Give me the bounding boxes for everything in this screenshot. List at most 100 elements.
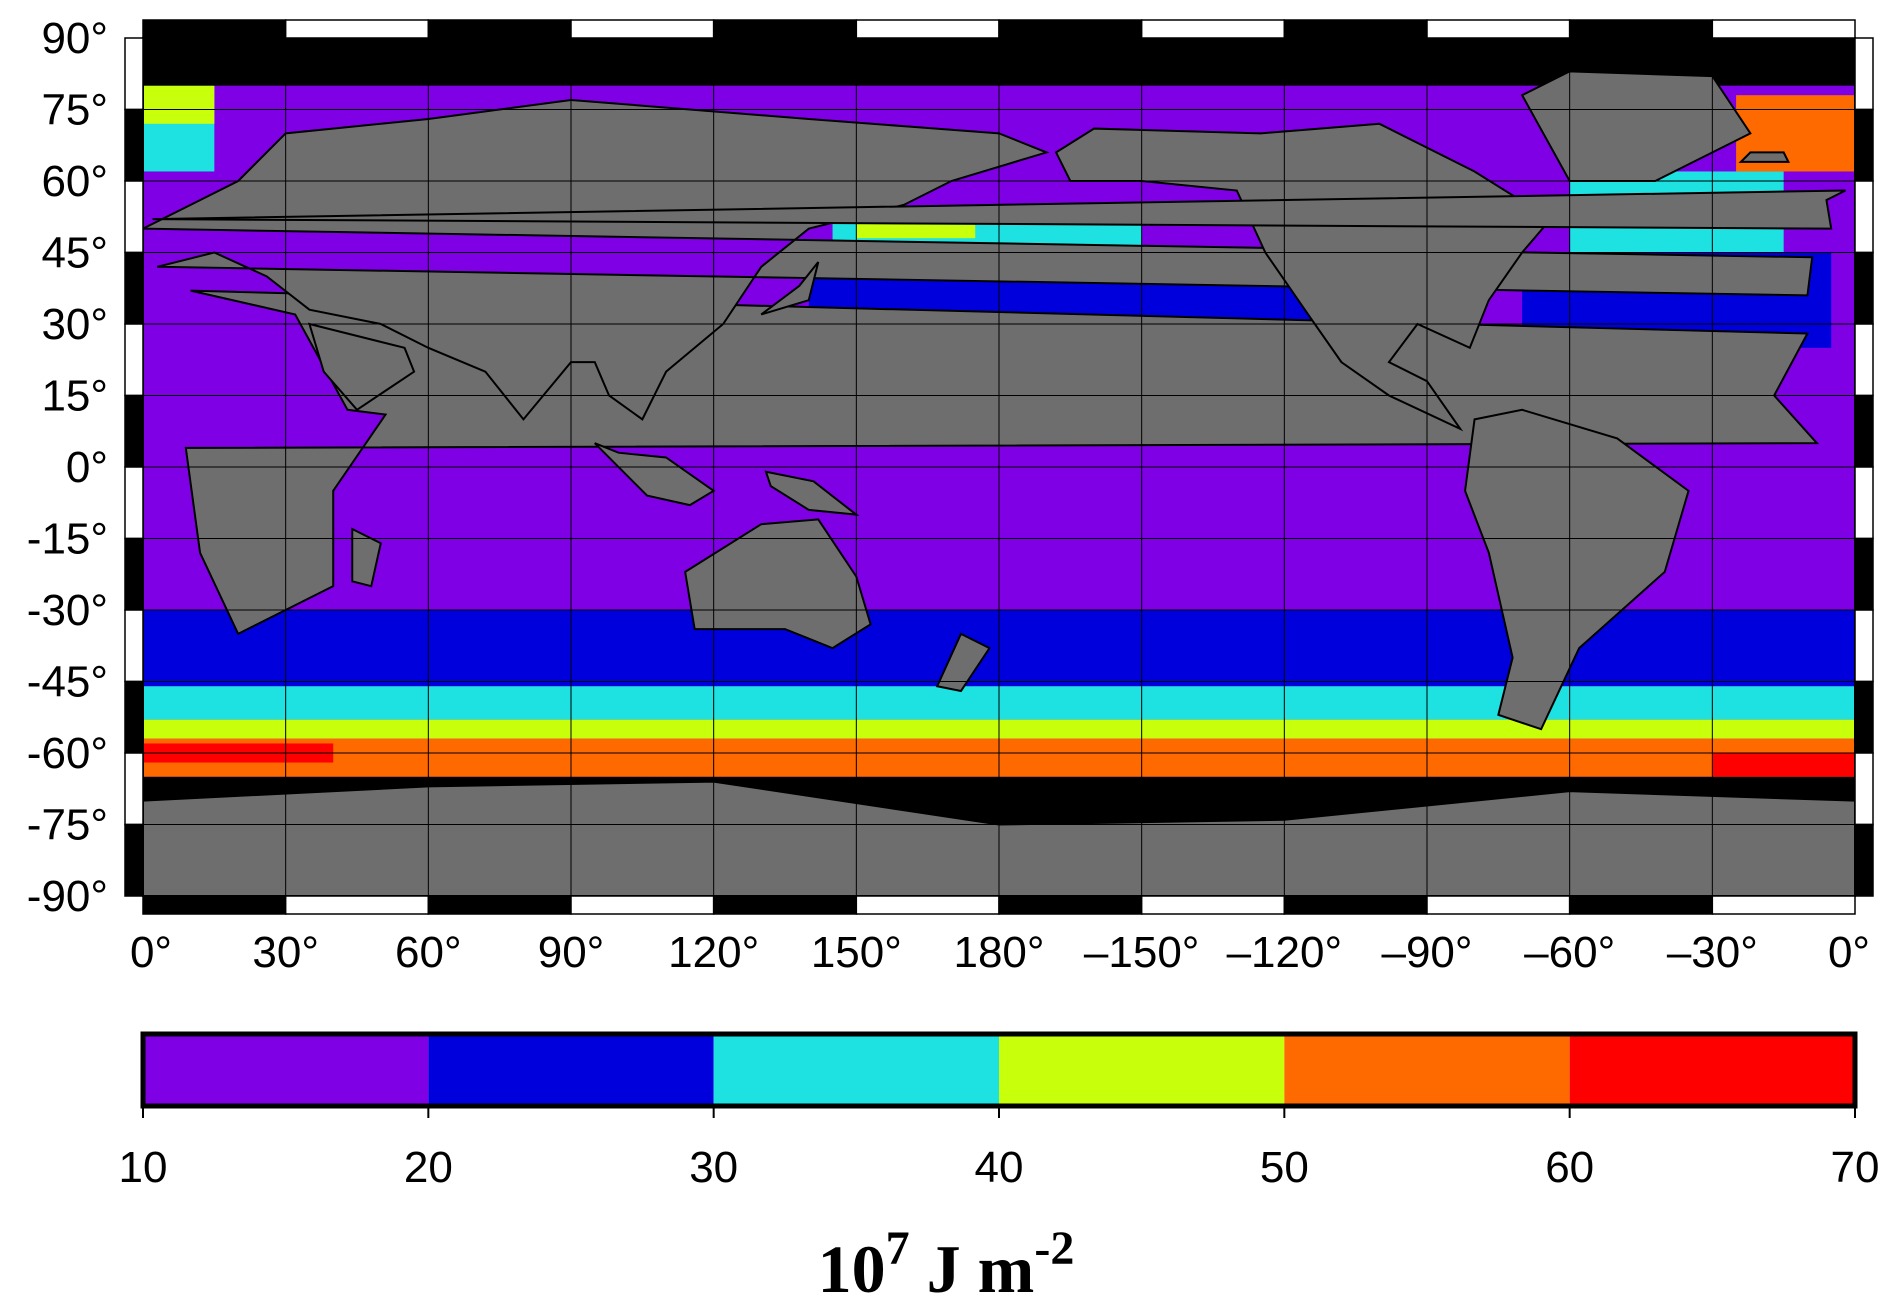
colorbar-tick-label: 60 <box>1545 1143 1594 1192</box>
frame-segment-bottom <box>284 895 430 915</box>
frame-segment-top <box>712 19 858 39</box>
longitude-tick-label: 0° <box>130 928 172 977</box>
latitude-tick-label: 60° <box>41 157 108 206</box>
latitude-tick-label: -60° <box>27 729 108 778</box>
frame-segment-left <box>124 609 144 683</box>
latitude-tick-label: 75° <box>41 86 108 135</box>
frame-segment-top <box>1711 19 1856 39</box>
map-frame <box>124 19 1874 915</box>
frame-segment-top <box>427 19 572 39</box>
frame-segment-bottom <box>1140 895 1286 915</box>
frame-segment-bottom <box>1568 895 1714 915</box>
latitude-tick-label: 45° <box>41 229 108 278</box>
frame-segment-top <box>998 19 1143 39</box>
longitude-tick-label: –60° <box>1524 928 1615 977</box>
longitude-tick-label: –30° <box>1667 928 1758 977</box>
latitude-tick-label: -45° <box>27 658 108 707</box>
frame-segment-bottom <box>1426 895 1571 915</box>
eurasia-land <box>143 98 1814 421</box>
frame-segment-bottom <box>1711 895 1856 915</box>
frame-segment-left <box>124 180 144 254</box>
frame-segment-bottom <box>998 895 1143 915</box>
colorbar-bin <box>428 1034 714 1106</box>
latitude-tick-label: 30° <box>41 300 108 349</box>
frame-segment-top <box>1140 19 1286 39</box>
frame-segment-bottom <box>855 895 1000 915</box>
frame-segment-right <box>1854 680 1874 754</box>
frame-segment-left <box>124 823 144 897</box>
latitude-labels: 90° 75° 60° 45° 30° 15° 0° -15° -30° -45° -60° -75°… <box>27 14 108 921</box>
colorbar-bins <box>143 1034 1855 1106</box>
colorbar-bin <box>1569 1034 1855 1106</box>
frame-segment-right <box>1854 394 1874 468</box>
frame-segment-top <box>1568 19 1714 39</box>
arabia-land <box>307 322 416 412</box>
frame-segment-left <box>124 394 144 468</box>
iceland-land <box>1738 151 1791 163</box>
colorbar-bin <box>1284 1034 1570 1106</box>
latitude-tick-label: -15° <box>27 515 108 564</box>
new-zealand-land <box>935 632 991 693</box>
colorbar-ticks: 10 20 30 40 50 60 70 <box>119 1106 1880 1192</box>
longitude-tick-label: 180° <box>953 928 1044 977</box>
frame-segment-right <box>1854 823 1874 897</box>
band-southern-ocean-red-east <box>1712 753 1855 777</box>
japan-land <box>760 261 820 316</box>
frame-segment-right <box>1854 108 1874 182</box>
longitude-tick-label: –120° <box>1227 928 1342 977</box>
colorbar: 10 20 30 40 50 60 70 <box>119 1031 1880 1192</box>
frame-segment-right <box>1854 752 1874 826</box>
band-nordic-orange <box>1783 104 1855 143</box>
frame-segment-right <box>1854 323 1874 397</box>
colorbar-tick-label: 10 <box>119 1143 168 1192</box>
frame-segment-bottom <box>142 895 287 915</box>
frame-segment-left <box>124 251 144 325</box>
frame-segment-left <box>124 108 144 182</box>
colorbar-tick-label: 20 <box>404 1143 453 1192</box>
frame-segment-top <box>142 19 287 39</box>
frame-segment-left <box>124 537 144 611</box>
band-barents-yellow <box>143 85 215 124</box>
frame-segment-bottom <box>427 895 572 915</box>
longitude-tick-label: –90° <box>1381 928 1472 977</box>
frame-segment-left <box>124 37 144 111</box>
latitude-tick-label: 0° <box>66 443 108 492</box>
frame-segment-right <box>1854 37 1874 111</box>
colorbar-tick-label: 50 <box>1260 1143 1309 1192</box>
longitude-tick-label: 30° <box>252 928 319 977</box>
frame-segment-left <box>124 680 144 754</box>
longitude-tick-label: 90° <box>538 928 605 977</box>
world-map <box>124 19 1874 915</box>
frame-segment-top <box>1283 19 1428 39</box>
longitude-tick-label: 60° <box>395 928 462 977</box>
borneo-new-guinea-land <box>764 470 860 517</box>
frame-segment-bottom <box>712 895 858 915</box>
longitude-tick-label: 0° <box>1828 928 1870 977</box>
frame-segment-bottom <box>570 895 715 915</box>
longitude-labels: 0° 30° 60° 90° 120° 150° 180° –150° –120° –90° –60… <box>130 928 1870 977</box>
frame-segment-left <box>124 466 144 540</box>
frame-segment-bottom <box>1283 895 1428 915</box>
frame-segment-right <box>1854 180 1874 254</box>
frame-segment-left <box>124 752 144 826</box>
colorbar-bin <box>999 1034 1285 1106</box>
frame-segment-top <box>284 19 430 39</box>
colorbar-unit-label: 107 J m-2 <box>818 1222 1075 1307</box>
south-america-land <box>1464 408 1690 731</box>
frame-segment-right <box>1854 466 1874 540</box>
frame-segment-top <box>855 19 1000 39</box>
latitude-tick-label: 90° <box>41 14 108 63</box>
longitude-tick-label: –150° <box>1084 928 1199 977</box>
colorbar-bin <box>713 1034 999 1106</box>
latitude-tick-label: -30° <box>27 586 108 635</box>
latitude-tick-label: -75° <box>27 801 108 850</box>
frame-segment-right <box>1854 609 1874 683</box>
latitude-tick-label: 15° <box>41 372 108 421</box>
colorbar-bin <box>143 1034 429 1106</box>
colorbar-tick-label: 70 <box>1831 1143 1880 1192</box>
frame-segment-top <box>570 19 715 39</box>
colorbar-tick-label: 40 <box>975 1143 1024 1192</box>
frame-segment-top <box>1426 19 1571 39</box>
frame-segment-right <box>1854 251 1874 325</box>
